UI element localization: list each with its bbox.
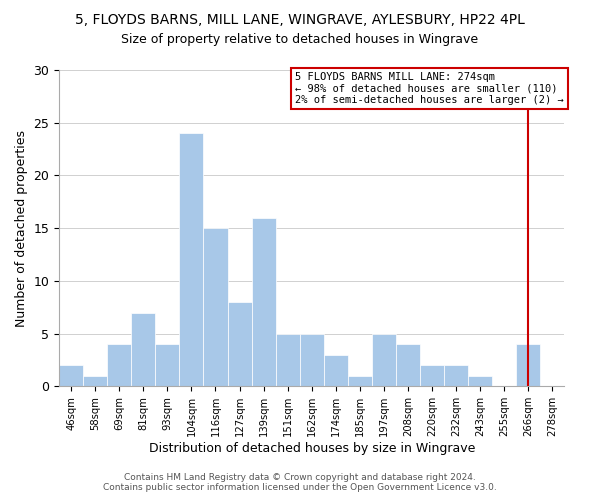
Bar [275, 334, 299, 386]
Bar [107, 344, 131, 387]
Bar [348, 376, 372, 386]
Bar [203, 228, 227, 386]
Text: Size of property relative to detached houses in Wingrave: Size of property relative to detached ho… [121, 32, 479, 46]
Bar [468, 376, 492, 386]
Bar [131, 312, 155, 386]
Bar [372, 334, 396, 386]
X-axis label: Distribution of detached houses by size in Wingrave: Distribution of detached houses by size … [149, 442, 475, 455]
Bar [516, 344, 540, 387]
Text: 5, FLOYDS BARNS, MILL LANE, WINGRAVE, AYLESBURY, HP22 4PL: 5, FLOYDS BARNS, MILL LANE, WINGRAVE, AY… [75, 12, 525, 26]
Bar [59, 366, 83, 386]
Bar [420, 366, 444, 386]
Text: Contains HM Land Registry data © Crown copyright and database right 2024.
Contai: Contains HM Land Registry data © Crown c… [103, 473, 497, 492]
Bar [396, 344, 420, 387]
Bar [83, 376, 107, 386]
Text: 5 FLOYDS BARNS MILL LANE: 274sqm
← 98% of detached houses are smaller (110)
2% o: 5 FLOYDS BARNS MILL LANE: 274sqm ← 98% o… [295, 72, 563, 106]
Bar [251, 218, 275, 386]
Bar [155, 344, 179, 387]
Bar [179, 134, 203, 386]
Bar [324, 354, 348, 386]
Bar [227, 302, 251, 386]
Bar [299, 334, 324, 386]
Y-axis label: Number of detached properties: Number of detached properties [15, 130, 28, 326]
Bar [444, 366, 468, 386]
